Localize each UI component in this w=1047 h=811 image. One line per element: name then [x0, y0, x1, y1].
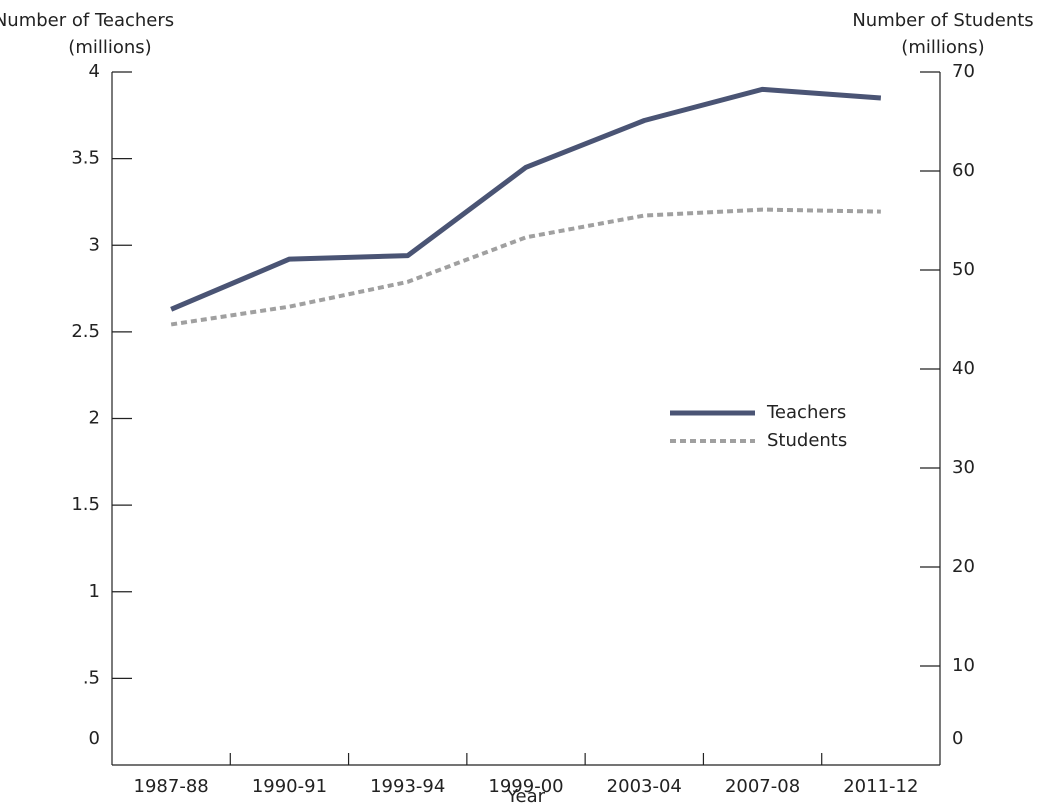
y-tick-label: .5 [83, 667, 100, 688]
x-tick-label: 1987-88 [134, 776, 209, 797]
y2-tick-label: 0 [952, 728, 963, 749]
y2-tick-label: 60 [952, 160, 975, 181]
x-tick-label: 2011-12 [843, 776, 918, 797]
line-series [170, 86, 882, 312]
legend-label: Students [767, 430, 847, 451]
y-tick-label: 2.5 [71, 321, 100, 342]
x-tick-label: 2003-04 [607, 776, 682, 797]
y-tick-label: 4 [89, 61, 100, 82]
y2-axis-title: (millions) [901, 37, 984, 58]
y2-tick-label: 50 [952, 259, 975, 280]
y-axis-title: Number of Teachers [0, 10, 174, 31]
x-tick-label: 1990-91 [252, 776, 327, 797]
y-axis-title: (millions) [68, 37, 151, 58]
y2-tick-label: 30 [952, 457, 975, 478]
x-tick-label: 1999-00 [488, 776, 563, 797]
y-tick-label: 3 [89, 234, 100, 255]
legend-label: Teachers [766, 402, 846, 423]
x-axis-title: Year [506, 786, 546, 807]
y-tick-label: 0 [89, 728, 100, 749]
y2-tick-label: 40 [952, 358, 975, 379]
y2-axis-title: Number of Students [852, 10, 1033, 31]
x-tick-label: 2007-08 [725, 776, 800, 797]
line-series [170, 207, 881, 327]
y2-tick-label: 20 [952, 556, 975, 577]
y-tick-label: 1.5 [71, 494, 100, 515]
x-tick-label: 1993-94 [370, 776, 445, 797]
y-tick-label: 3.5 [71, 148, 100, 169]
y2-tick-label: 10 [952, 655, 975, 676]
y2-tick-label: 70 [952, 61, 975, 82]
y-tick-label: 1 [89, 581, 100, 602]
y-tick-label: 2 [89, 408, 100, 429]
